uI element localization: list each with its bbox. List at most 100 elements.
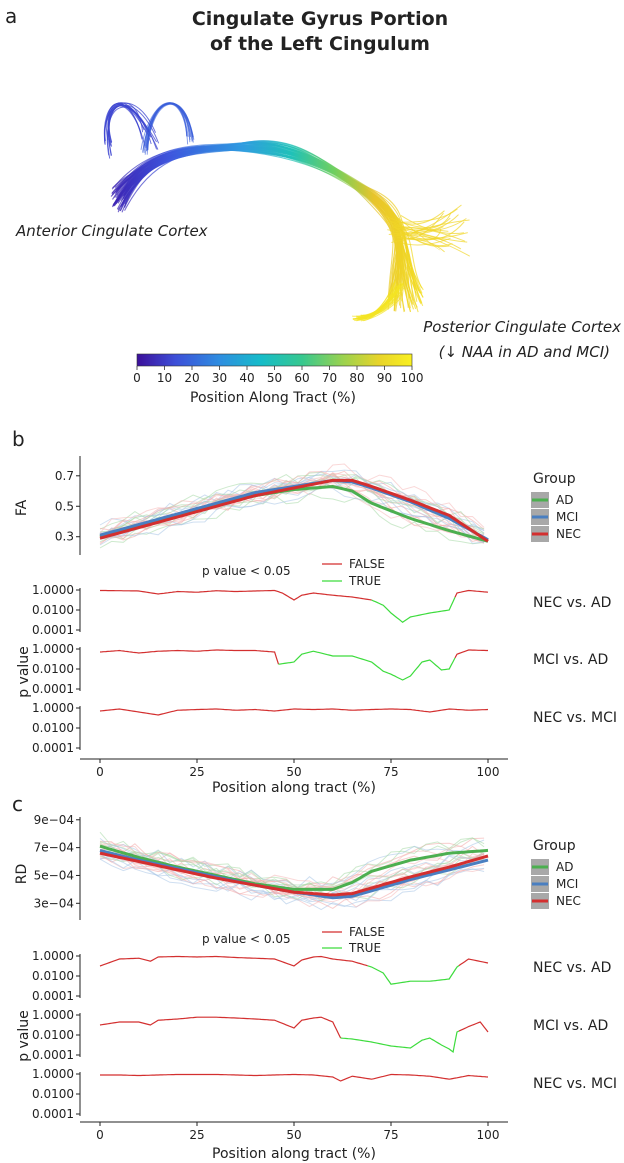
group-legend-title-b: Group — [533, 471, 576, 487]
panel-label-c: c — [12, 792, 23, 816]
tract-fiber — [111, 146, 401, 306]
b-pval-ytick-label: 0.0100 — [32, 603, 74, 617]
fa-subject-trace — [99, 463, 485, 534]
c-pval-line-2 — [99, 1016, 342, 1039]
rd-subject-trace — [99, 842, 485, 890]
pval-legend-false-b: FALSE — [349, 557, 385, 571]
tract-fiber — [121, 146, 410, 289]
b-legend-label-mci: MCI — [556, 510, 578, 524]
colorbar-tick-label: 40 — [239, 371, 254, 385]
rd-subject-trace — [99, 858, 485, 911]
tract-fiber — [117, 140, 401, 311]
rd-ytick-label: 3e−04 — [34, 896, 74, 910]
b-pval-ytick-label: 0.0001 — [32, 623, 74, 637]
c-pval-ytick-label: 0.0100 — [32, 1028, 74, 1042]
tract-fan — [387, 214, 459, 234]
fa-chart: 0.3 0.5 0.7 — [55, 456, 489, 555]
b-xtick-label: 100 — [477, 765, 500, 779]
posterior-label-line1: Posterior Cingulate Cortex — [423, 318, 621, 336]
c-pval-ytick-label: 0.0001 — [32, 989, 74, 1003]
cmp-label-c-3: NEC vs. MCI — [533, 1076, 617, 1092]
cmp-label-b-2: MCI vs. AD — [533, 652, 608, 668]
c-pval-line-3 — [100, 1073, 489, 1082]
cmp-label-c-2: MCI vs. AD — [533, 1018, 608, 1034]
group-legend-b: AD MCI NEC — [531, 492, 581, 542]
panel-label-a: a — [5, 4, 17, 28]
tract-fan — [394, 225, 449, 232]
tract-rendering — [103, 102, 470, 322]
rd-ylabel: RD — [14, 864, 30, 885]
c-xtick-label: 100 — [477, 1128, 500, 1142]
colorbar-tick-label: 50 — [267, 371, 282, 385]
tract-fiber — [123, 142, 422, 294]
b-pval-ytick-label: 0.0001 — [32, 682, 74, 696]
tract-fiber — [114, 146, 404, 289]
tract-title-line2: of the Left Cingulum — [210, 33, 430, 55]
c-pval-line-1 — [99, 955, 368, 967]
cmp-label-b-3: NEC vs. MCI — [533, 710, 617, 726]
colorbar-tick-label: 60 — [294, 371, 309, 385]
rd-ytick-label: 5e−04 — [34, 868, 74, 882]
c-xtick-label: 75 — [383, 1128, 398, 1142]
c-pval-line-1 — [367, 965, 460, 985]
c-legend-label-ad: AD — [556, 860, 573, 874]
rd-chart: 3e−04 5e−04 7e−04 9e−04 — [34, 813, 489, 920]
tract-fan — [385, 208, 458, 223]
colorbar-tick-label: 70 — [322, 371, 337, 385]
c-pval-line-1 — [458, 958, 489, 967]
b-pval-line-1 — [454, 589, 489, 598]
pval-ylabel-b: p value — [16, 646, 32, 698]
pval-legend-false-c: FALSE — [349, 925, 385, 939]
b-pval-line-1 — [100, 589, 372, 601]
b-xtick-label: 50 — [286, 765, 301, 779]
colorbar-tick-label: 10 — [157, 371, 172, 385]
panel-label-b: b — [12, 427, 25, 451]
colorbar-tick-label: 0 — [133, 371, 141, 385]
c-xtick-label: 25 — [189, 1128, 204, 1142]
fa-ylabel: FA — [14, 499, 30, 516]
c-xtick-label: 50 — [286, 1128, 301, 1142]
fa-ytick-label: 0.5 — [55, 499, 74, 513]
fa-ytick-label: 0.3 — [55, 530, 74, 544]
colorbar-ticks: 0 10 20 30 40 50 60 70 80 90 100 — [133, 366, 423, 385]
b-xtick-label: 0 — [96, 765, 104, 779]
tract-loop — [107, 105, 143, 159]
tract-fan — [387, 219, 468, 243]
anterior-label: Anterior Cingulate Cortex — [15, 222, 208, 240]
fa-subject-trace — [99, 483, 485, 541]
c-pval-line-2 — [340, 1030, 460, 1054]
group-legend-title-c: Group — [533, 838, 576, 854]
c-pval-ytick-label: 1.0000 — [32, 949, 74, 963]
group-legend-c: AD MCI NEC — [531, 859, 581, 909]
tract-fan — [397, 217, 441, 251]
xlabel-c: Position along tract (%) — [212, 1146, 376, 1162]
c-pval-ytick-label: 1.0000 — [32, 1067, 74, 1081]
b-pval-ytick-label: 1.0000 — [32, 642, 74, 656]
tract-fan — [361, 291, 401, 318]
tract-fiber — [120, 146, 409, 308]
tract-fiber — [123, 145, 398, 307]
tract-fan — [402, 227, 450, 248]
b-pval-line-2 — [278, 650, 456, 681]
colorbar-tick-label: 30 — [212, 371, 227, 385]
posterior-label-line2: (↓ NAA in AD and MCI) — [439, 343, 610, 361]
c-pval-ytick-label: 1.0000 — [32, 1008, 74, 1022]
pval-charts-b: 0.0001 0.0100 1.0000 0.0001 0.0100 1.0000 0.00… — [32, 583, 508, 779]
b-pval-line-2 — [454, 649, 488, 659]
tract-fan — [356, 282, 402, 318]
b-pval-ytick-label: 1.0000 — [32, 701, 74, 715]
tract-fan — [392, 232, 445, 241]
tract-fiber — [112, 148, 420, 292]
pval-legend-true-b: TRUE — [348, 574, 381, 588]
b-pval-ytick-label: 0.0100 — [32, 721, 74, 735]
fa-ytick-label: 0.7 — [55, 469, 74, 483]
b-pval-line-3 — [99, 708, 489, 716]
c-pval-line-2 — [458, 1021, 489, 1033]
c-pval-ytick-label: 0.0100 — [32, 969, 74, 983]
tract-fiber — [114, 147, 411, 291]
c-pval-ytick-label: 0.0001 — [32, 1107, 74, 1121]
c-xtick-label: 0 — [96, 1128, 104, 1142]
rd-ytick-label: 9e−04 — [34, 813, 74, 827]
rd-ytick-label: 7e−04 — [34, 841, 74, 855]
